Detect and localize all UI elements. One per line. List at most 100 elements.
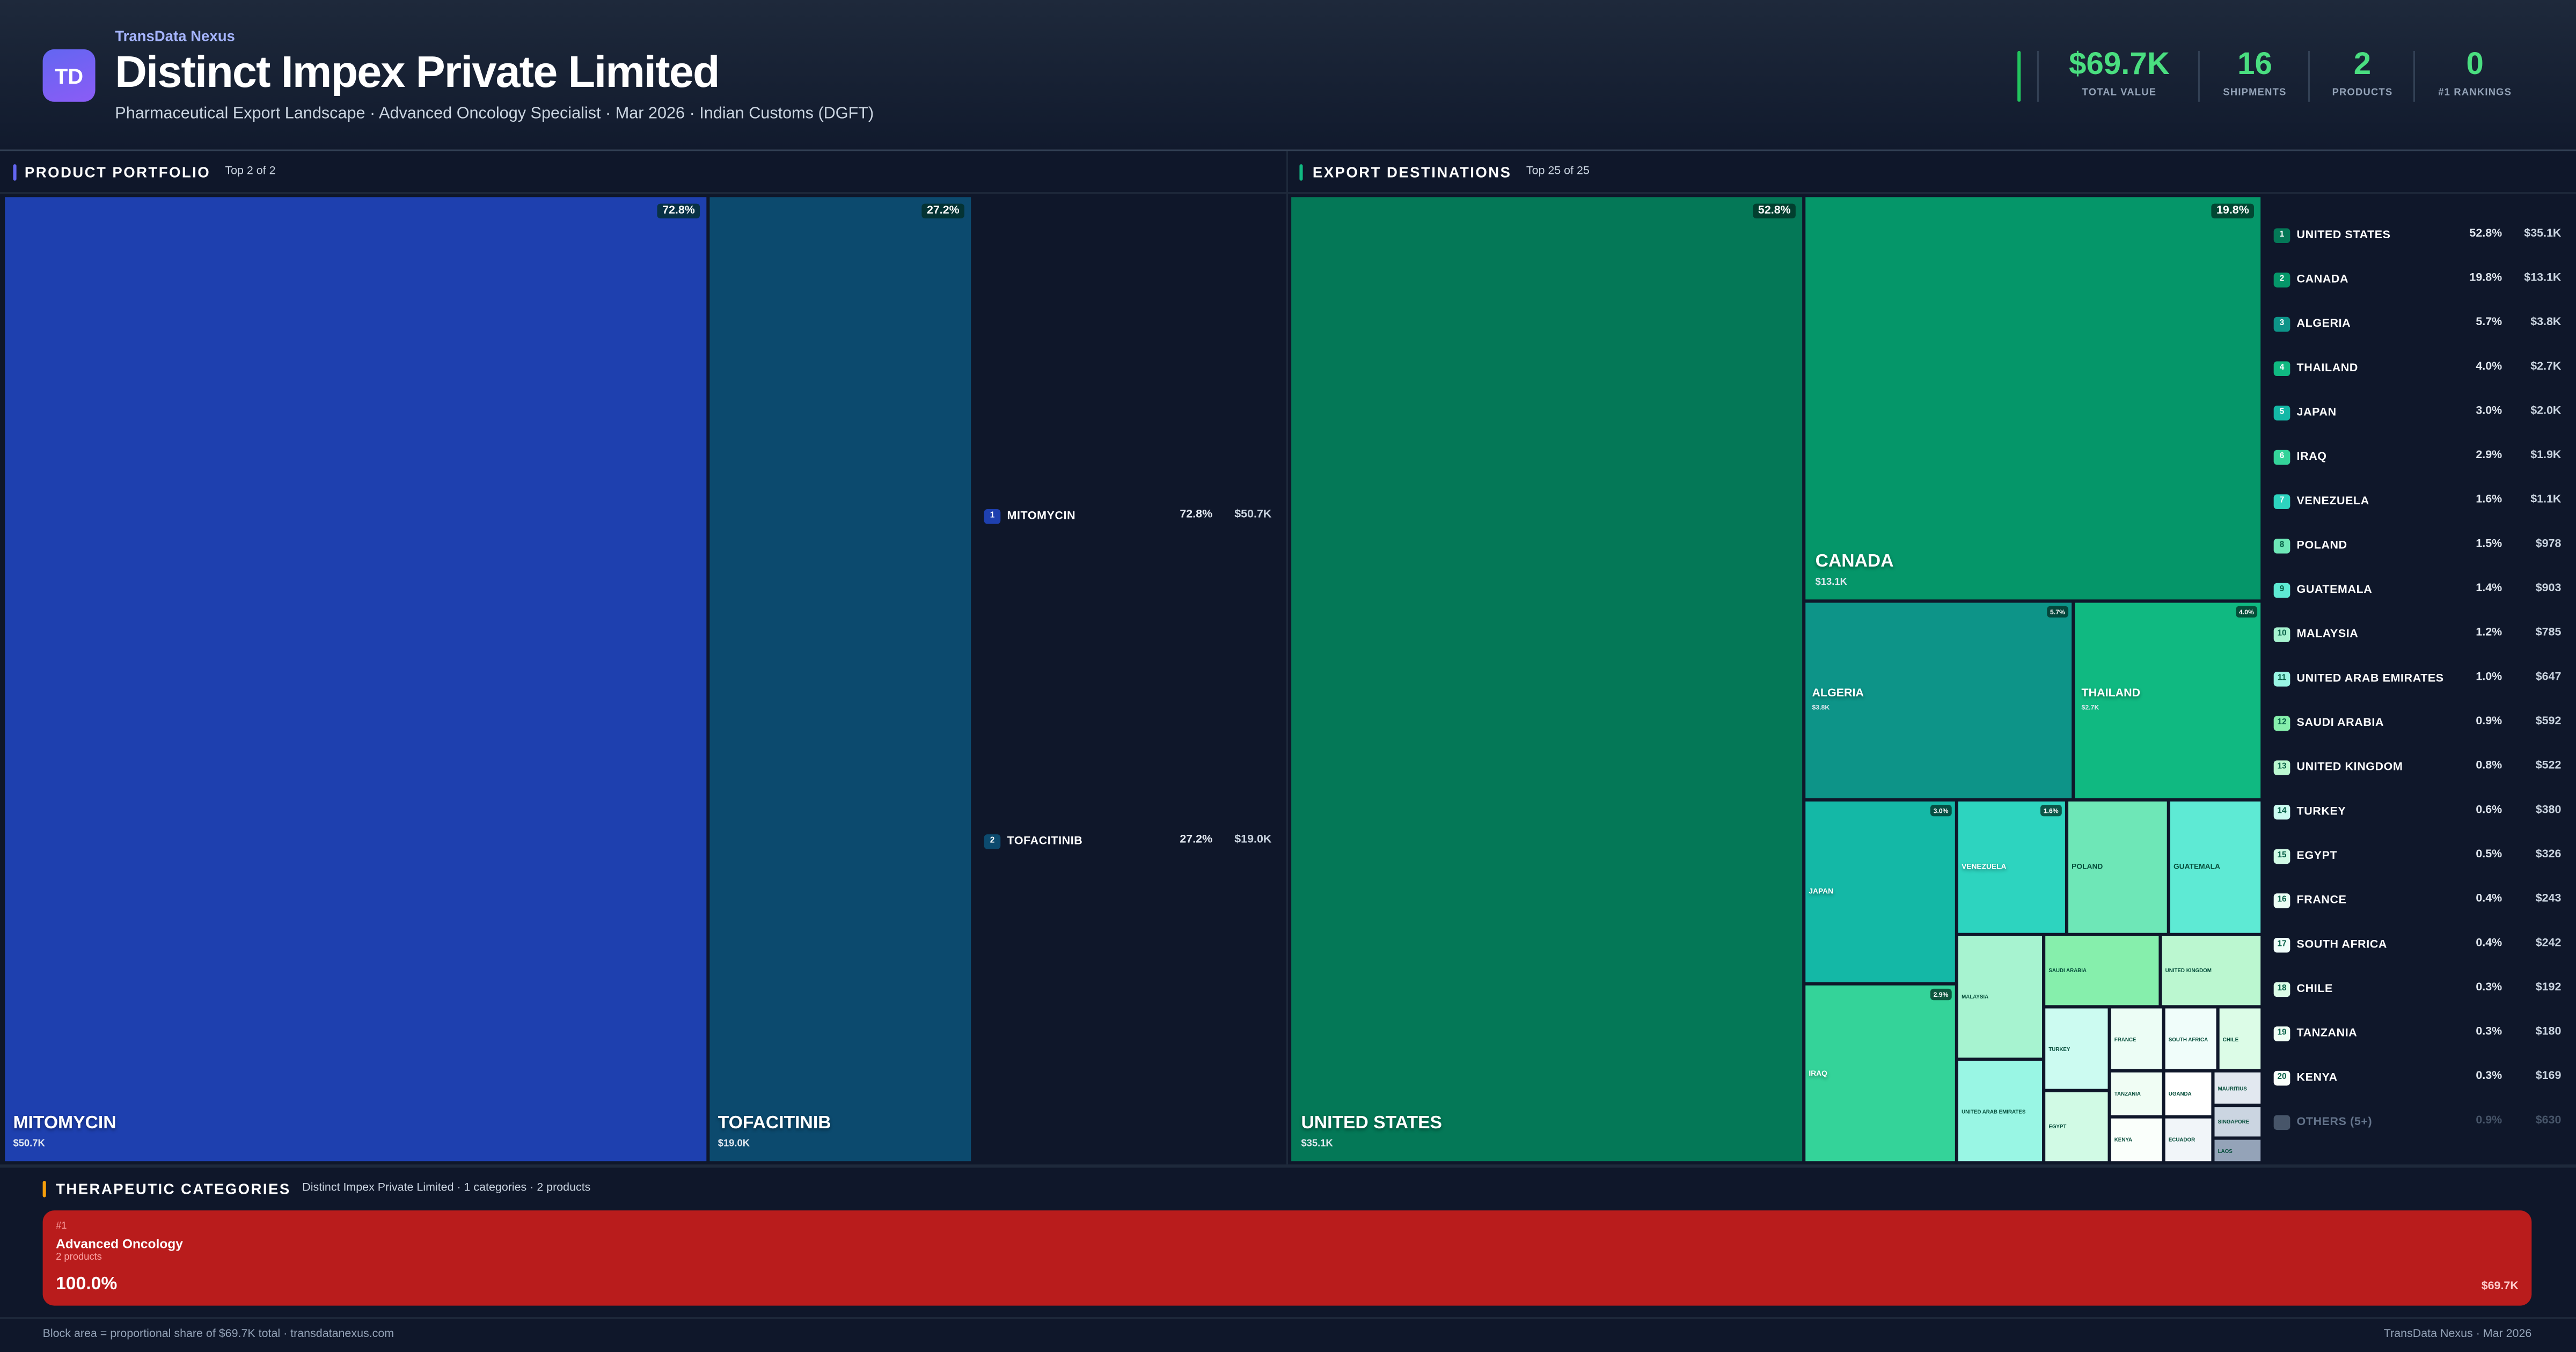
block-name: EGYPT	[2048, 1123, 2067, 1130]
destination-block-united-states[interactable]: 52.8% UNITED STATES $35.1K	[1291, 197, 1803, 1162]
destination-list-item[interactable]: 20 KENYA	[2273, 1069, 2338, 1086]
destination-pct: 52.8%	[2469, 228, 2502, 240]
destination-pct: 0.6%	[2476, 804, 2502, 817]
destination-block-united-kingdom[interactable]: UNITED KINGDOM	[2162, 936, 2261, 1005]
destination-block-japan[interactable]: 3.0% JAPAN	[1805, 801, 1955, 982]
destination-block-mauritius[interactable]: MAURITIUS	[2214, 1072, 2261, 1104]
destination-block-poland[interactable]: POLAND	[2068, 801, 2167, 933]
destination-block-egypt[interactable]: EGYPT	[2045, 1092, 2108, 1162]
destination-block-united-arab-emirates[interactable]: UNITED ARAB EMIRATES	[1958, 1061, 2043, 1162]
destination-value: $1.1K	[2530, 494, 2562, 506]
block-name: POLAND	[2072, 862, 2103, 871]
destination-value: $326	[2535, 849, 2562, 861]
destination-block-france[interactable]: FRANCE	[2111, 1008, 2162, 1069]
product-list-item[interactable]: 2 TOFACITINIB	[984, 833, 1083, 849]
destination-block-guatemala[interactable]: GUATEMALA	[2170, 801, 2261, 933]
destination-value: $243	[2535, 893, 2562, 905]
destination-value: $592	[2535, 716, 2562, 728]
destination-list-item[interactable]: 3 ALGERIA	[2273, 315, 2351, 332]
stat-label: #1 RANKINGS	[2438, 89, 2512, 99]
destination-name: UNITED STATES	[2296, 229, 2391, 241]
share-badge: 52.8%	[1753, 203, 1796, 219]
destination-list-item[interactable]: 9 GUATEMALA	[2273, 582, 2373, 598]
destination-block-algeria[interactable]: 5.7% ALGERIA $3.8K	[1805, 602, 2072, 798]
destination-value: $13.1K	[2524, 273, 2562, 284]
header	[0, 0, 2576, 151]
share-badge: 72.8%	[657, 203, 700, 219]
destination-block-uganda[interactable]: UGANDA	[2165, 1072, 2212, 1115]
destination-pct: 1.5%	[2476, 539, 2502, 550]
block-name: VENEZUELA	[1962, 862, 2007, 871]
share-badge: 3.0%	[1930, 804, 1952, 817]
destination-list-item[interactable]: 7 VENEZUELA	[2273, 493, 2369, 509]
destination-block-south-africa[interactable]: SOUTH AFRICA	[2165, 1008, 2216, 1069]
destination-list-item[interactable]: 17 SOUTH AFRICA	[2273, 936, 2387, 953]
block-value: $19.0K	[718, 1140, 750, 1150]
destination-name: JAPAN	[2296, 406, 2337, 418]
destination-block-kenya[interactable]: KENYA	[2111, 1118, 2162, 1162]
category-name: Advanced Oncology	[56, 1237, 183, 1252]
destination-block-canada[interactable]: 19.8% CANADA $13.1K	[1805, 197, 2261, 600]
category-section-title: THERAPEUTIC CATEGORIES	[56, 1181, 291, 1197]
destination-block-saudi-arabia[interactable]: SAUDI ARABIA	[2045, 936, 2159, 1005]
destination-name: TURKEY	[2296, 805, 2346, 817]
destination-pct: 0.3%	[2476, 982, 2502, 994]
rank-badge: 18	[2273, 981, 2290, 996]
destination-section-title: EXPORT DESTINATIONS	[1312, 164, 1512, 181]
block-name: CANADA	[1815, 552, 1894, 572]
destination-list-item[interactable]: 14 TURKEY	[2273, 803, 2346, 820]
destination-name: KENYA	[2296, 1071, 2338, 1083]
product-block-mitomycin[interactable]: 72.8% MITOMYCIN $50.7K	[5, 197, 707, 1162]
destination-name: GUATEMALA	[2296, 584, 2373, 596]
rank-badge: 4	[2273, 360, 2290, 376]
destination-pct: 4.0%	[2476, 361, 2502, 373]
product-name: MITOMYCIN	[1007, 510, 1076, 521]
destination-block-laos[interactable]: LAOS	[2214, 1140, 2261, 1162]
destination-block-venezuela[interactable]: 1.6% VENEZUELA	[1958, 801, 2065, 933]
destination-list-item[interactable]: 5 JAPAN	[2273, 404, 2337, 421]
destination-list-item[interactable]: 12 SAUDI ARABIA	[2273, 715, 2384, 731]
destination-block-malaysia[interactable]: MALAYSIA	[1958, 936, 2043, 1058]
destination-list-item[interactable]: 10 MALAYSIA	[2273, 626, 2359, 642]
destination-list-item[interactable]: 13 UNITED KINGDOM	[2273, 759, 2403, 775]
stat-products: 2 PRODUCTS	[2308, 48, 2415, 102]
product-section-title: PRODUCT PORTFOLIO	[24, 164, 211, 181]
destination-pct: 1.0%	[2476, 672, 2502, 684]
share-badge: 1.6%	[2040, 804, 2062, 817]
destination-name: UNITED KINGDOM	[2296, 761, 2403, 773]
rank-badge: 8	[2273, 538, 2290, 553]
product-block-tofacitinib[interactable]: 27.2% TOFACITINIB $19.0K	[709, 197, 971, 1162]
destination-list-item[interactable]: 2 CANADA	[2273, 271, 2348, 288]
destination-list-others[interactable]: OTHERS (5+)	[2273, 1113, 2373, 1130]
destination-list-item[interactable]: 15 EGYPT	[2273, 848, 2338, 864]
destination-list-item[interactable]: 16 FRANCE	[2273, 892, 2347, 908]
destination-list-item[interactable]: 11 UNITED ARAB EMIRATES	[2273, 670, 2444, 687]
destination-list-item[interactable]: 19 TANZANIA	[2273, 1025, 2358, 1041]
destination-list-item[interactable]: 8 POLAND	[2273, 537, 2347, 554]
block-name: JAPAN	[1809, 887, 1834, 895]
destination-block-chile[interactable]: CHILE	[2219, 1008, 2261, 1069]
product-section-subtitle: Top 2 of 2	[225, 166, 276, 178]
destination-block-turkey[interactable]: TURKEY	[2045, 1008, 2108, 1089]
destination-block-tanzania[interactable]: TANZANIA	[2111, 1072, 2162, 1115]
destination-pct: 5.7%	[2476, 317, 2502, 329]
destination-list-item[interactable]: 6 IRAQ	[2273, 449, 2327, 465]
destination-list-item[interactable]: 4 THAILAND	[2273, 359, 2358, 376]
block-name: THAILAND	[2081, 687, 2141, 699]
brand-name: TransData Nexus	[115, 28, 235, 45]
stat-total-value: $69.7K TOTAL VALUE	[2037, 48, 2200, 102]
destination-list-item[interactable]: 1 UNITED STATES	[2273, 226, 2391, 243]
product-value: $19.0K	[1234, 834, 1272, 846]
destination-block-singapore[interactable]: SINGAPORE	[2214, 1107, 2261, 1137]
product-list-item[interactable]: 1 MITOMYCIN	[984, 508, 1076, 524]
category-value: $69.7K	[2481, 1281, 2519, 1293]
destination-block-ecuador[interactable]: ECUADOR	[2165, 1118, 2212, 1162]
divider	[0, 192, 2576, 194]
destination-block-iraq[interactable]: 2.9% IRAQ	[1805, 985, 1955, 1162]
destination-value: $3.8K	[2530, 317, 2562, 329]
category-block-advanced-oncology[interactable]: #1 Advanced Oncology 2 products 100.0% $…	[42, 1210, 2532, 1306]
destination-block-thailand[interactable]: 4.0% THAILAND $2.7K	[2075, 602, 2261, 798]
rank-badge: 17	[2273, 937, 2290, 952]
destination-list-item[interactable]: 18 CHILE	[2273, 981, 2333, 997]
